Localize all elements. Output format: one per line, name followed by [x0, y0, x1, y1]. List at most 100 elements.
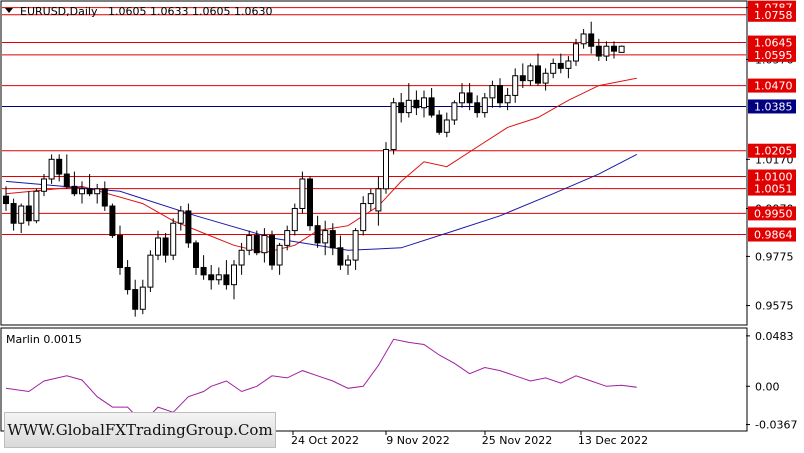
candle-body [155, 237, 161, 256]
red-level-tag [748, 47, 796, 62]
candle-body [345, 259, 351, 266]
candle-body [519, 75, 526, 82]
candle-body [79, 188, 85, 195]
collapse-triangle-icon[interactable] [5, 8, 13, 13]
red-level-tag [748, 181, 796, 196]
candle-body [185, 210, 192, 244]
candle-body [41, 178, 47, 192]
time-tick-label: 9 Nov 2022 [386, 434, 449, 447]
red-level-label: 1.0051 [754, 183, 793, 196]
candle-body [33, 190, 40, 222]
candle-body [314, 225, 321, 244]
candle-body [307, 178, 313, 227]
time-tick-label: 24 Oct 2022 [291, 434, 359, 447]
candle-body [618, 45, 625, 53]
candle-body [459, 92, 465, 104]
red-level-label: 1.0595 [754, 49, 793, 62]
candle-body [238, 249, 245, 266]
blue-level-label: 1.0385 [754, 100, 793, 113]
candle-body [512, 75, 519, 96]
candle-body [215, 274, 222, 281]
horizontal-levels [2, 7, 746, 236]
candle-body [231, 264, 237, 286]
candle-body [588, 33, 595, 47]
red-level-tag [748, 143, 796, 158]
candle-body [10, 203, 17, 224]
candle-body [466, 92, 473, 104]
red-level-tag [748, 78, 796, 93]
candle-body [367, 193, 374, 205]
candle-body [177, 210, 184, 224]
candle-body [170, 222, 177, 256]
candle-body [504, 94, 511, 104]
candle-body [261, 235, 268, 254]
candle-body [94, 188, 101, 195]
candle-body [193, 242, 199, 268]
candle-body [71, 185, 78, 195]
time-tick-label: 25 Nov 2022 [482, 434, 552, 447]
price-tick-label: 0.9775 [755, 250, 794, 263]
red-level-label: 1.0645 [754, 37, 793, 50]
candle-body [86, 188, 93, 195]
symbol-title: EURUSD,Daily [20, 5, 98, 18]
candle-body [375, 188, 382, 212]
price-tick-label: 0.9575 [755, 300, 794, 313]
candle-body [383, 148, 389, 190]
candle-body [421, 97, 427, 109]
candle-body [101, 188, 108, 207]
candle-body [147, 254, 154, 288]
candle-body [48, 158, 55, 180]
candle-body [18, 205, 25, 224]
red-level-tag [748, 7, 796, 22]
candle-body [489, 85, 496, 99]
candle-body [436, 114, 443, 133]
ma-slow-line [5, 153, 638, 251]
candle-body [580, 33, 587, 45]
candle-body [208, 274, 215, 281]
red-level-tag [748, 227, 796, 242]
indicator-tick-label: 0.00 [755, 380, 780, 393]
candle-body [269, 235, 275, 266]
candle-body [322, 230, 329, 244]
candle-body [360, 203, 367, 232]
main-panel [0, 0, 748, 326]
candle-body [481, 97, 488, 114]
candle-body [565, 60, 572, 69]
red-level-label: 0.9864 [754, 229, 793, 242]
red-level-label: 1.0758 [754, 9, 793, 22]
time-tick-label: 13 Dec 2022 [578, 434, 648, 447]
candle-body [299, 178, 306, 209]
red-level-tag [748, 35, 796, 50]
candle-body [405, 99, 412, 114]
candle-body [139, 286, 146, 310]
candle-body [25, 205, 32, 222]
red-level-tag [748, 206, 796, 221]
candle-body [291, 207, 298, 232]
indicator-tick-label: 0.0483 [755, 330, 794, 343]
candle-body [413, 99, 420, 109]
candle-body [527, 65, 534, 82]
candle-body [428, 97, 435, 116]
candle-body [550, 62, 557, 74]
candle-body [56, 158, 63, 175]
blue-level-tag [748, 99, 796, 114]
candle-body [611, 45, 617, 52]
ohlc-readout: 1.0605 1.0633 1.0605 1.0630 [108, 5, 272, 18]
red-level-label: 0.9950 [754, 207, 793, 220]
red-level-label: 1.0100 [754, 171, 793, 184]
candle-body [352, 230, 359, 261]
candle-body [253, 235, 260, 254]
candle-body [535, 65, 541, 84]
candle-body [284, 230, 291, 246]
candle-body [223, 274, 230, 286]
indicator-series: 0.0483 0.00 -0.0367 [5, 330, 797, 432]
candle-body [451, 102, 458, 121]
time-axis: 24 Oct 2022 9 Nov 2022 25 Nov 2022 13 Dec 2… [291, 431, 648, 447]
candle-body [246, 235, 253, 251]
candle-body [443, 119, 450, 133]
indicator-tick-label: -0.0367 [755, 419, 797, 432]
candle-body [573, 43, 579, 62]
red-level-label: 1.0470 [754, 80, 793, 93]
candle-body [398, 102, 405, 114]
